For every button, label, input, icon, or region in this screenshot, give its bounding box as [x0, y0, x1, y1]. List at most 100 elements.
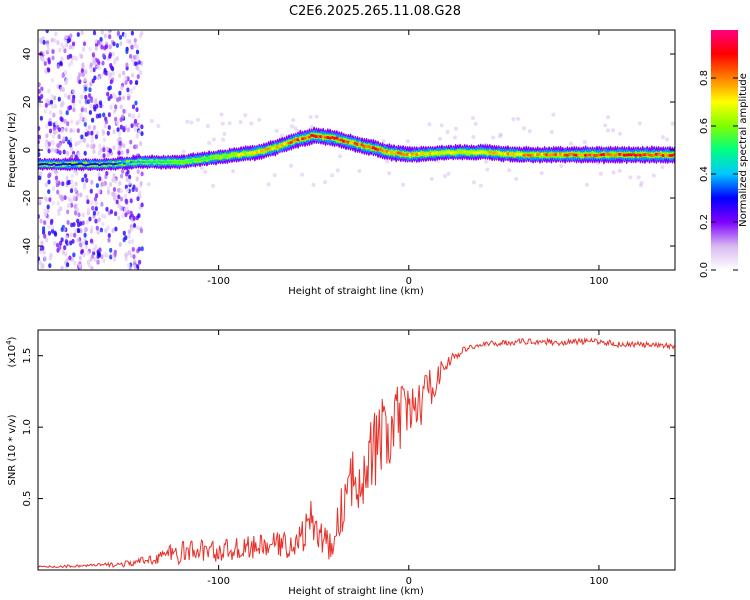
noise-point	[95, 103, 99, 109]
noise-point	[119, 188, 123, 194]
noise-point	[101, 60, 105, 66]
noise-point	[138, 190, 142, 196]
noise-point	[84, 69, 88, 75]
noise-point	[56, 189, 60, 195]
noise-point	[89, 62, 93, 68]
noise-point	[135, 107, 139, 112]
ridge-cell	[177, 160, 182, 164]
noise-point	[42, 40, 46, 45]
noise-point	[76, 32, 80, 37]
noise-point	[118, 35, 123, 40]
noise-point	[106, 130, 110, 136]
noise-point	[549, 129, 554, 134]
noise-point	[140, 246, 144, 252]
noise-point	[134, 267, 138, 270]
noise-point	[129, 210, 133, 216]
noise-point	[39, 115, 44, 121]
noise-point	[131, 247, 135, 252]
noise-point	[335, 168, 340, 173]
noise-point	[132, 184, 136, 190]
noise-point	[50, 94, 54, 99]
ridge-cell	[387, 151, 391, 155]
noise-point	[77, 119, 81, 125]
noise-point	[427, 122, 432, 127]
noise-point	[47, 230, 52, 236]
ridge-cell	[577, 153, 581, 157]
noise-point	[52, 134, 56, 139]
noise-point	[70, 119, 74, 125]
ridge-cell	[269, 147, 273, 150]
noise-point	[387, 171, 392, 176]
noise-point	[94, 45, 98, 51]
noise-point	[113, 57, 117, 62]
noise-point	[57, 134, 61, 140]
ridge-cell	[209, 157, 213, 160]
snr-x-tick-label: 100	[589, 576, 608, 587]
noise-point	[38, 256, 41, 262]
noise-point	[67, 94, 71, 100]
noise-point	[221, 137, 226, 142]
noise-point	[54, 175, 59, 181]
noise-point	[61, 73, 65, 79]
noise-point	[109, 104, 113, 110]
noise-point	[220, 121, 225, 126]
noise-point	[61, 181, 65, 187]
noise-point	[83, 236, 87, 242]
ridge-cell	[558, 153, 563, 156]
noise-point	[89, 67, 94, 73]
ridge-cell	[378, 147, 382, 151]
noise-point	[53, 103, 58, 109]
noise-point	[49, 220, 54, 226]
noise-point	[99, 37, 103, 42]
noise-point	[243, 113, 248, 118]
ridge-cell	[319, 135, 323, 139]
ridge-cell	[540, 152, 544, 156]
noise-point	[79, 242, 83, 248]
noise-point	[135, 44, 139, 49]
noise-point	[111, 228, 115, 234]
noise-point	[97, 172, 101, 178]
noise-point	[211, 137, 216, 142]
noise-point	[195, 117, 200, 122]
noise-point	[44, 142, 48, 148]
noise-point	[71, 41, 76, 47]
noise-point	[90, 200, 94, 206]
ridge-cell	[56, 163, 61, 166]
noise-point	[516, 116, 521, 121]
noise-point	[82, 184, 87, 190]
noise-point	[95, 225, 99, 231]
noise-point	[207, 140, 212, 145]
noise-point	[86, 250, 90, 256]
noise-point	[102, 181, 106, 187]
spectrogram-y-tick-label: 40	[22, 48, 33, 61]
noise-point	[205, 124, 210, 128]
noise-point	[51, 49, 55, 54]
noise-point	[53, 95, 57, 101]
noise-point	[79, 192, 83, 198]
noise-point	[38, 89, 41, 94]
noise-point	[77, 228, 81, 234]
noise-point	[63, 93, 67, 98]
noise-point	[638, 183, 643, 188]
noise-point	[111, 71, 115, 76]
noise-point	[84, 86, 88, 92]
ridge-cell	[93, 162, 97, 165]
noise-point	[48, 110, 52, 115]
ridge-cell	[289, 140, 293, 144]
noise-point	[105, 253, 109, 258]
ridge-cell	[527, 153, 531, 157]
noise-point	[127, 229, 131, 235]
noise-point	[67, 105, 71, 111]
noise-point	[74, 141, 78, 147]
noise-point	[89, 81, 93, 87]
noise-point	[471, 135, 476, 139]
noise-point	[289, 163, 294, 168]
noise-point	[42, 226, 46, 232]
noise-point	[133, 264, 137, 269]
noise-point	[64, 127, 68, 132]
noise-point	[83, 227, 88, 233]
spectrogram-panel: -100 0 100 -40 -20 0 20 40 Height of straight …	[7, 29, 676, 297]
noise-point	[72, 94, 76, 100]
noise-point	[135, 49, 140, 55]
noise-point	[257, 117, 262, 122]
